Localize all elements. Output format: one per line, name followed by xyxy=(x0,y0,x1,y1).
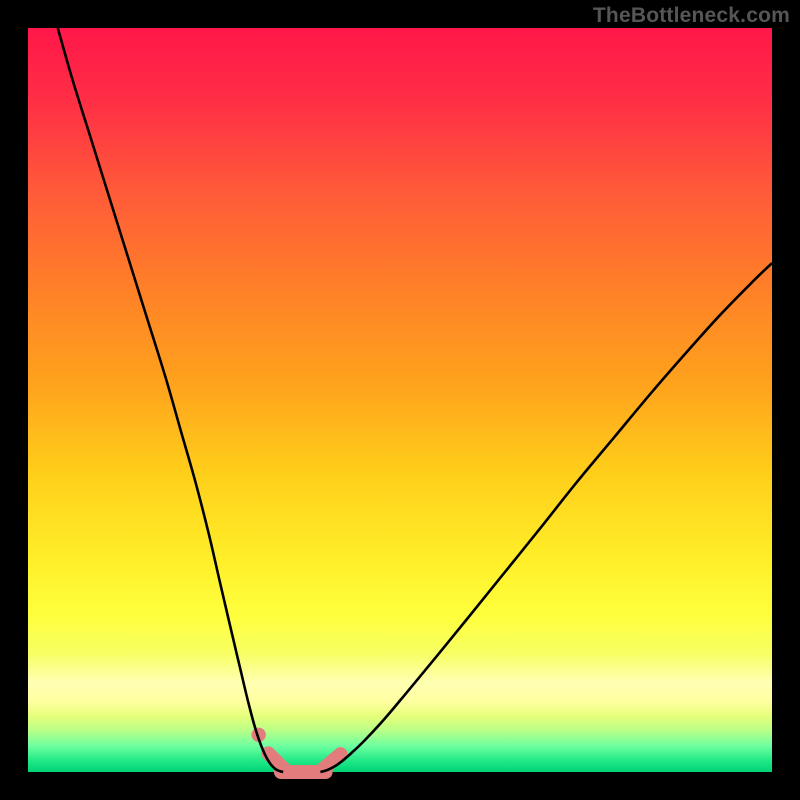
watermark-text: TheBottleneck.com xyxy=(593,4,790,28)
bottleneck-curve-chart xyxy=(0,0,800,800)
chart-plot-background xyxy=(28,28,772,772)
chart-container: TheBottleneck.com xyxy=(0,0,800,800)
